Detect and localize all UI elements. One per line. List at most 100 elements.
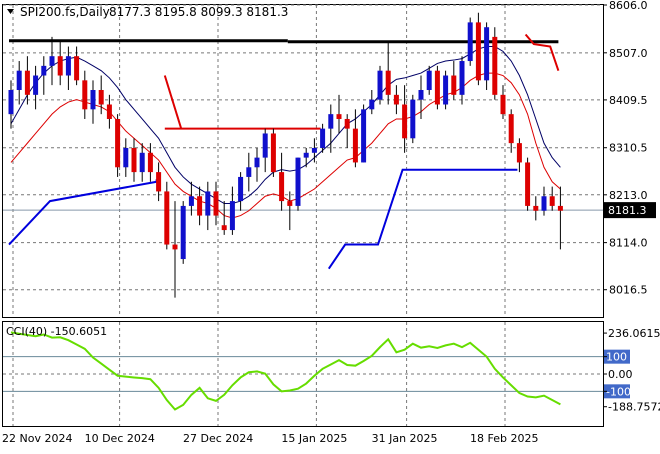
bear-candle: [115, 118, 121, 168]
cci-layer: [10, 331, 561, 411]
cci-label: CCI(40) -150.6051: [6, 325, 107, 338]
bear-candle: [557, 205, 563, 211]
bear-candle: [287, 201, 293, 206]
bear-candle: [82, 80, 88, 110]
bear-candle: [172, 244, 178, 250]
bear-candle: [344, 118, 350, 129]
bull-candle: [139, 152, 145, 173]
axis-layer: 22 Nov 2024 10 Dec 2024 27 Dec 2024 15 Jan …: [2, 0, 660, 445]
x-tick-label: 10 Dec 2024: [85, 432, 155, 445]
bull-candle: [361, 109, 367, 163]
bull-candle: [65, 56, 71, 76]
bear-candle: [221, 225, 227, 231]
bear-candle: [156, 172, 162, 192]
bull-candle: [410, 99, 416, 139]
bear-candle: [24, 70, 30, 95]
bull-candle: [123, 147, 129, 168]
price-layer: [3, 12, 603, 298]
bull-candle: [262, 133, 268, 158]
y-tick-label: 8016.5: [609, 284, 648, 297]
ma-fast-line: [10, 72, 561, 219]
bear-candle: [393, 94, 399, 105]
bull-candle: [328, 114, 334, 129]
bull-candle: [8, 90, 14, 115]
bear-candle: [164, 191, 170, 245]
bear-candle: [352, 128, 358, 163]
bull-candle: [188, 196, 194, 206]
symbol-label: SPI200.fs,Daily: [20, 5, 110, 19]
bull-candle: [320, 128, 326, 148]
cci-tick-label: -100: [606, 385, 631, 398]
collapse-triangle-icon: [7, 9, 14, 14]
ohlc-values: 8177.3 8195.8 8099.3 8181.3: [109, 5, 288, 19]
cci-tick-label: 100: [606, 351, 627, 364]
bear-candle: [549, 196, 555, 206]
bull-candle: [443, 75, 449, 105]
x-tick-label: 15 Jan 2025: [281, 432, 347, 445]
cci-line: [10, 331, 561, 411]
bear-candle: [336, 114, 342, 119]
bull-candle: [484, 27, 490, 81]
bull-candle: [41, 65, 47, 76]
cci-tick-label: 0.00: [608, 368, 633, 381]
y-tick-label: 8606.0: [609, 0, 648, 12]
bull-candle: [541, 196, 547, 211]
bull-candle: [16, 70, 22, 91]
x-tick-label: 22 Nov 2024: [2, 432, 72, 445]
grid-layer: [3, 4, 603, 426]
bear-candle: [213, 191, 219, 216]
bull-candle: [254, 157, 260, 168]
bull-candle: [229, 201, 235, 231]
bull-candle: [180, 205, 186, 260]
x-tick-label: 31 Jan 2025: [372, 432, 438, 445]
cci-level-badge: [604, 349, 630, 364]
y-tick-label: 8409.5: [609, 94, 648, 107]
bull-candle: [369, 99, 375, 110]
bear-candle: [385, 70, 391, 95]
support-line: [327, 168, 518, 270]
bull-candle: [311, 147, 317, 153]
y-tick-label: 8114.0: [609, 237, 648, 250]
bull-candle: [426, 70, 432, 91]
bull-candle: [49, 56, 55, 66]
bear-candle: [492, 36, 498, 95]
x-tick-label: 27 Dec 2024: [183, 432, 253, 445]
x-tick-label: 18 Feb 2025: [470, 432, 538, 445]
bull-candle: [90, 90, 96, 110]
bear-candle: [279, 172, 285, 202]
y-tick-label: 8310.5: [609, 142, 648, 155]
bull-candle: [377, 70, 383, 100]
bear-candle: [533, 205, 539, 211]
red-trend-line: [524, 33, 560, 72]
bear-candle: [516, 143, 522, 163]
bull-candle: [33, 75, 39, 95]
bull-candle: [205, 191, 211, 216]
bear-candle: [500, 94, 506, 115]
bear-candle: [525, 162, 531, 206]
chart-header: SPI200.fs,Daily 8177.3 8195.8 8099.3 818…: [7, 5, 288, 19]
bull-candle: [246, 167, 252, 177]
cci-level-badge: [604, 384, 630, 399]
bear-candle: [57, 56, 63, 76]
y-tick-label: 8213.0: [609, 189, 648, 202]
y-tick-label: 8507.0: [609, 47, 648, 60]
cci-tick-label: 236.0615: [608, 327, 660, 340]
current-price-badge: [604, 202, 656, 219]
bull-candle: [295, 157, 301, 206]
red-trend-line: [163, 75, 183, 129]
bull-candle: [459, 61, 465, 95]
bear-candle: [270, 133, 276, 173]
bear-candle: [402, 104, 408, 139]
bear-candle: [106, 104, 112, 119]
bear-candle: [147, 152, 153, 173]
bear-candle: [98, 90, 104, 105]
bear-candle: [434, 70, 440, 105]
bull-candle: [238, 176, 244, 202]
bear-candle: [74, 56, 80, 81]
cci-tick-label: -188.7572: [608, 401, 660, 414]
bear-candle: [131, 147, 137, 173]
bull-candle: [418, 90, 424, 100]
